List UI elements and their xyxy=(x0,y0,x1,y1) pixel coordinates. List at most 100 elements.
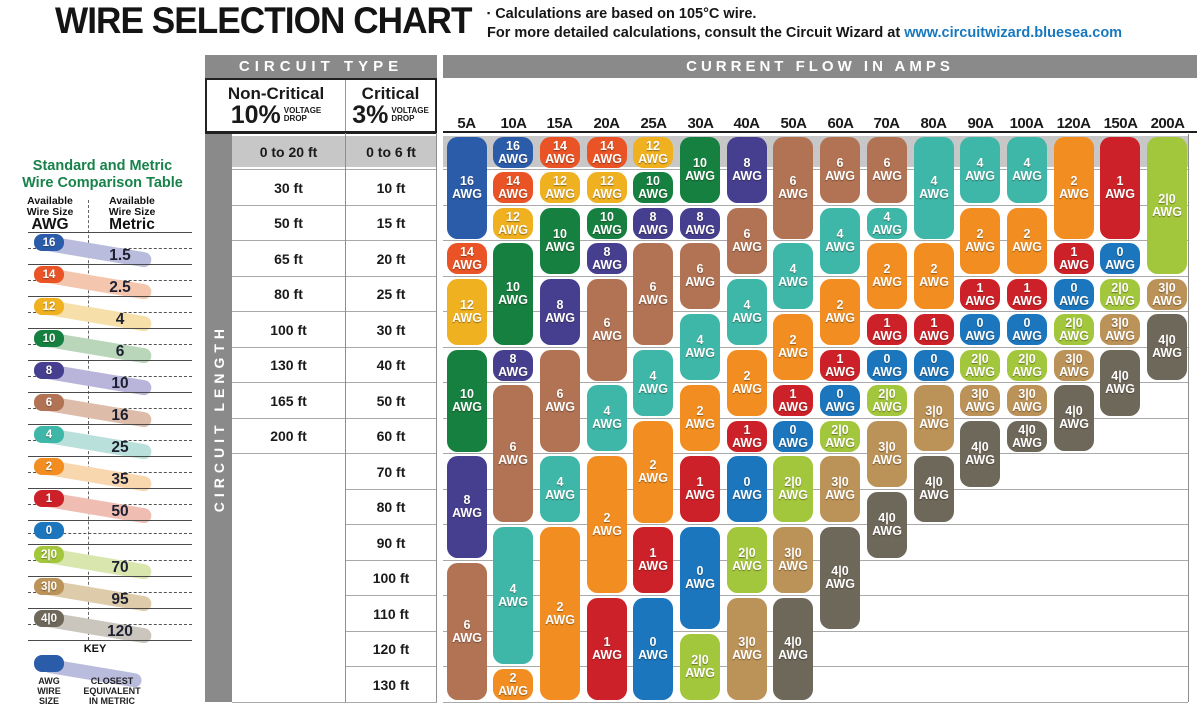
wire-pill: 2 AWG xyxy=(680,385,720,451)
wire-pill: 4 AWG xyxy=(914,137,954,239)
wire-pill: 1 AWG xyxy=(1054,243,1094,274)
wire-pill: 6 AWG xyxy=(540,350,580,452)
wire-pill: 2 AWG xyxy=(820,279,860,345)
row-label-non-critical: 30 ft xyxy=(274,180,303,196)
row-label-critical: 110 ft xyxy=(373,606,409,622)
label-row-line xyxy=(232,311,437,312)
wire-pill: 6 AWG xyxy=(867,137,907,203)
wire-pill: 8 AWG xyxy=(493,350,533,381)
comparison-header-awg: Available Wire Size xyxy=(26,195,74,218)
wire-pill: 6 AWG xyxy=(447,563,487,700)
wire-pill: 12 AWG xyxy=(447,279,487,345)
metric-value: 4 xyxy=(115,311,125,328)
label-row-line xyxy=(345,524,437,525)
wire-pill: 2|0 AWG xyxy=(680,634,720,700)
wire-pill: 2|0 AWG xyxy=(1100,279,1140,310)
row-label-non-critical: 65 ft xyxy=(274,251,303,267)
wire-pill: 8 AWG xyxy=(447,456,487,558)
wire-pill: 4|0 AWG xyxy=(1147,314,1187,380)
awg-pill: 10 xyxy=(34,330,64,347)
row-label-non-critical: 200 ft xyxy=(270,428,307,444)
wire-pill: 2 AWG xyxy=(540,527,580,700)
awg-pill: 4|0 xyxy=(34,610,64,627)
row-label-non-critical: 50 ft xyxy=(274,215,303,231)
circuit-wizard-link[interactable]: www.circuitwizard.bluesea.com xyxy=(904,25,1123,41)
grid-row-line xyxy=(443,311,1188,312)
amp-column-header: 150A xyxy=(1103,115,1138,132)
label-column-divider xyxy=(345,133,346,702)
wire-pill: 6 AWG xyxy=(493,385,533,522)
wire-pill: 4|0 AWG xyxy=(1054,385,1094,451)
amp-column-header: 70A xyxy=(873,115,900,132)
wire-pill: 4 AWG xyxy=(540,456,580,522)
row-label-critical: 40 ft xyxy=(376,357,406,373)
metric-value: 2.5 xyxy=(109,279,131,296)
wire-pill: 2|0 AWG xyxy=(960,350,1000,381)
label-row-line xyxy=(232,205,437,206)
key-title: KEY xyxy=(83,643,107,655)
wire-pill: 10 AWG xyxy=(447,350,487,452)
wire-pill: 14 AWG xyxy=(447,243,487,274)
comparison-row-line xyxy=(28,328,192,329)
amp-column-header: 25A xyxy=(640,115,667,132)
label-row-line xyxy=(345,489,437,490)
row-label-critical: 130 ft xyxy=(372,677,410,693)
wire-pill: 2 AWG xyxy=(867,243,907,309)
awg-pill: 2|0 xyxy=(34,546,64,563)
comparison-header-metric-unit: Metric xyxy=(109,216,155,233)
row-label-critical: 60 ft xyxy=(376,428,406,444)
grid-row-line xyxy=(443,418,1188,419)
wire-pill: 4 AWG xyxy=(867,208,907,239)
comparison-row-line xyxy=(28,360,192,361)
wire-pill: 6 AWG xyxy=(773,137,813,239)
awg-pill: 8 xyxy=(34,362,64,379)
wire-pill: 8 AWG xyxy=(727,137,767,203)
comparison-row-line xyxy=(28,264,192,265)
wire-pill: 12 AWG xyxy=(587,172,627,203)
wire-pill: 4 AWG xyxy=(587,385,627,451)
label-row-line xyxy=(232,347,437,348)
label-row-line xyxy=(232,169,437,170)
note-line-1: ▪ Calculations are based on 105°C wire. xyxy=(487,6,757,22)
wire-pill: 14 AWG xyxy=(587,137,627,168)
metric-value: 1.5 xyxy=(109,247,131,264)
critical-header: Critical 3% VOLTAGE DROP xyxy=(352,84,429,129)
awg-pill: 16 xyxy=(34,234,64,251)
wire-pill: 1 AWG xyxy=(914,314,954,345)
wire-pill: 4|0 AWG xyxy=(1007,421,1047,452)
wire-pill: 0 AWG xyxy=(1100,243,1140,274)
wire-pill: 12 AWG xyxy=(493,208,533,239)
grid-row-line xyxy=(443,560,1188,561)
amp-column-header: 100A xyxy=(1009,115,1044,132)
wire-pill: 14 AWG xyxy=(493,172,533,203)
wire-pill: 12 AWG xyxy=(633,137,673,168)
grid-row-line xyxy=(443,524,1188,525)
comparison-row-line xyxy=(28,392,192,393)
first-row-band xyxy=(232,136,437,167)
wire-pill: 3|0 AWG xyxy=(773,527,813,593)
wire-pill: 1 AWG xyxy=(680,456,720,522)
wire-pill: 16 AWG xyxy=(493,137,533,168)
note-line-2: For more detailed calculations, consult … xyxy=(487,25,1123,41)
wire-pill: 3|0 AWG xyxy=(1147,279,1187,310)
wire-pill: 8 AWG xyxy=(587,243,627,274)
wire-pill: 6 AWG xyxy=(633,243,673,345)
row-label-critical: 0 to 6 ft xyxy=(366,144,416,160)
wire-pill: 10 AWG xyxy=(633,172,673,203)
wire-pill: 1 AWG xyxy=(867,314,907,345)
key-awg-pill xyxy=(34,655,64,672)
comparison-row-line xyxy=(28,576,192,577)
grid-top-border xyxy=(443,131,1197,133)
metric-value: 50 xyxy=(111,503,129,520)
row-label-critical: 25 ft xyxy=(376,286,406,302)
comparison-row-line xyxy=(28,520,192,521)
row-label-critical: 20 ft xyxy=(376,251,406,267)
wire-pill: 8 AWG xyxy=(633,208,673,239)
amp-column-header: 90A xyxy=(967,115,994,132)
wire-pill: 6 AWG xyxy=(680,243,720,309)
wire-pill: 2 AWG xyxy=(633,421,673,523)
metric-value: 70 xyxy=(111,559,129,576)
wire-pill: 8 AWG xyxy=(680,208,720,239)
current-flow-header: CURRENT FLOW IN AMPS xyxy=(443,55,1197,78)
wire-pill: 2|0 AWG xyxy=(1147,137,1187,274)
